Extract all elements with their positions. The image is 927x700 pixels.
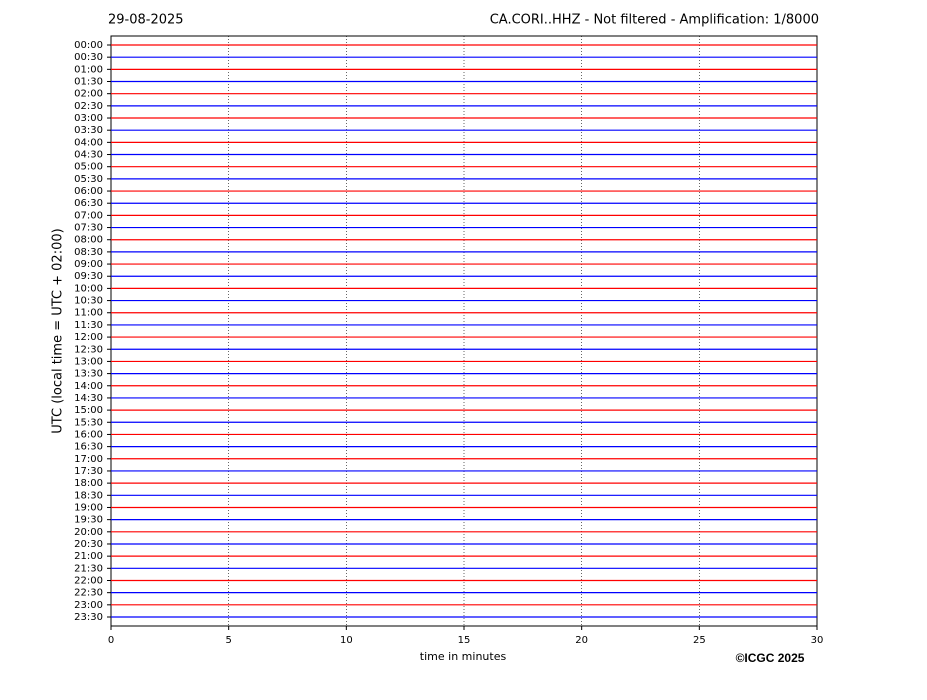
y-tick-label: 15:00 [74, 405, 103, 416]
y-tick-label: 05:30 [74, 174, 103, 185]
y-tick-label: 18:30 [74, 490, 103, 501]
y-tick-label: 04:30 [74, 150, 103, 161]
x-tick-label: 5 [225, 635, 231, 646]
x-tick-label: 20 [575, 635, 588, 646]
y-tick-label: 20:30 [74, 539, 103, 550]
y-tick-label: 03:00 [74, 113, 103, 124]
x-tick-label: 0 [108, 635, 114, 646]
y-tick-label: 23:30 [74, 612, 103, 623]
y-tick-label: 06:00 [74, 186, 103, 197]
y-tick-label: 01:30 [74, 77, 103, 88]
y-tick-label: 19:00 [74, 502, 103, 513]
y-tick-label: 18:00 [74, 478, 103, 489]
y-tick-label: 16:30 [74, 442, 103, 453]
y-tick-label: 02:30 [74, 101, 103, 112]
y-tick-label: 14:00 [74, 381, 103, 392]
y-tick-label: 19:30 [74, 515, 103, 526]
y-tick-label: 22:00 [74, 575, 103, 586]
y-tick-label: 11:00 [74, 308, 103, 319]
y-tick-label: 12:00 [74, 332, 103, 343]
x-tick-label: 10 [340, 635, 353, 646]
title-left: 29-08-2025 [108, 13, 184, 28]
y-tick-label: 01:00 [74, 64, 103, 75]
y-tick-label: 03:30 [74, 125, 103, 136]
y-tick-label: 00:30 [74, 52, 103, 63]
y-tick-label: 10:30 [74, 296, 103, 307]
y-tick-label: 07:00 [74, 210, 103, 221]
y-tick-label: 00:00 [74, 40, 103, 51]
y-tick-label: 09:00 [74, 259, 103, 270]
y-tick-label: 17:00 [74, 454, 103, 465]
y-tick-label: 22:30 [74, 588, 103, 599]
y-tick-label: 14:30 [74, 393, 103, 404]
y-tick-label: 15:30 [74, 417, 103, 428]
y-tick-label: 13:30 [74, 369, 103, 380]
x-axis-label: time in minutes [420, 650, 507, 663]
y-tick-label: 10:00 [74, 283, 103, 294]
y-tick-label: 04:00 [74, 137, 103, 148]
y-tick-label: 07:30 [74, 223, 103, 234]
y-tick-label: 05:00 [74, 162, 103, 173]
y-tick-label: 12:30 [74, 344, 103, 355]
y-tick-label: 23:00 [74, 600, 103, 611]
title-right: CA.CORI..HHZ - Not filtered - Amplificat… [490, 13, 819, 28]
y-tick-label: 13:00 [74, 356, 103, 367]
y-tick-label: 21:30 [74, 563, 103, 574]
y-tick-label: 11:30 [74, 320, 103, 331]
y-tick-label: 08:00 [74, 235, 103, 246]
y-tick-label: 09:30 [74, 271, 103, 282]
y-tick-label: 17:30 [74, 466, 103, 477]
x-tick-label: 25 [693, 635, 706, 646]
y-axis-label: UTC (local time = UTC + 02:00) [51, 228, 66, 433]
x-tick-label: 15 [458, 635, 471, 646]
copyright: ©ICGC 2025 [736, 651, 805, 665]
y-tick-label: 06:30 [74, 198, 103, 209]
y-tick-label: 02:00 [74, 89, 103, 100]
y-tick-label: 08:30 [74, 247, 103, 258]
y-tick-label: 16:00 [74, 429, 103, 440]
y-tick-label: 21:00 [74, 551, 103, 562]
x-tick-label: 30 [811, 635, 824, 646]
y-tick-label: 20:00 [74, 527, 103, 538]
